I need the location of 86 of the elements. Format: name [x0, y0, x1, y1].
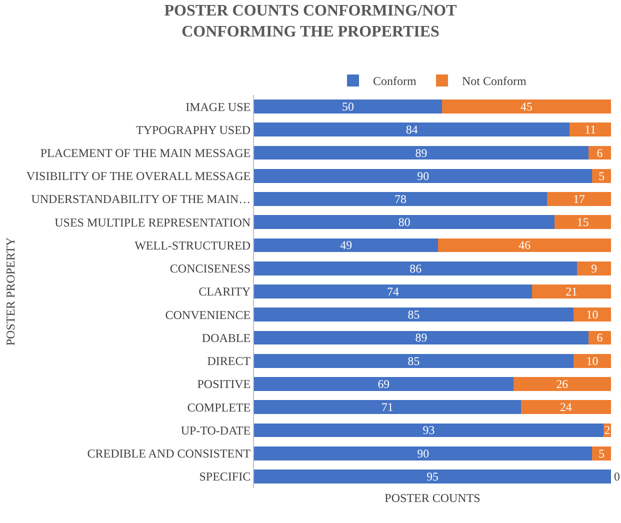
bar: [573, 308, 611, 322]
data-label: 71: [381, 400, 394, 414]
y-tick-label: TYPOGRAPHY USED: [136, 122, 251, 137]
bar: [254, 238, 438, 252]
bar: [254, 122, 570, 137]
bar: [254, 400, 521, 414]
data-label: 2: [604, 423, 610, 438]
y-tick-label: SPECIFIC: [199, 470, 251, 484]
chart-title: POSTER COUNTS CONFORMING/NOT CONFORMING THE PROPERTIES: [164, 2, 458, 40]
bar: [254, 100, 442, 114]
data-label: 85: [408, 308, 420, 322]
data-label: 6: [596, 146, 603, 160]
data-label: 21: [566, 284, 578, 298]
data-label: 69: [378, 376, 390, 391]
data-label: 86: [410, 261, 422, 276]
bar: [254, 192, 548, 206]
data-label: 93: [422, 423, 435, 438]
data-label: 46: [518, 238, 531, 252]
y-tick-label: USES MULTIPLE REPRESENTATION: [54, 215, 251, 230]
bar: [254, 377, 514, 391]
bar: [254, 423, 604, 438]
bar: [573, 354, 611, 368]
bar: [554, 215, 611, 230]
data-label: 10: [586, 354, 598, 368]
y-tick-label: CONCISENESS: [170, 262, 251, 276]
data-label: 74: [387, 284, 400, 298]
bar: [592, 446, 611, 460]
data-label: 17: [573, 192, 586, 206]
data-label: 9: [591, 261, 598, 276]
data-label: 90: [417, 446, 430, 460]
bar: [592, 168, 611, 183]
bar: [254, 146, 588, 160]
bar: [547, 192, 611, 206]
y-tick-label: IMAGE USE: [186, 100, 251, 114]
y-tick-label: WELL-STRUCTURED: [134, 238, 251, 252]
data-label: 90: [417, 168, 430, 183]
y-tick-label: PLACEMENT OF THE MAIN MESSAGE: [40, 146, 251, 160]
data-label: 15: [576, 215, 589, 230]
y-tick-label: DOABLE: [202, 330, 251, 345]
legend-label: Not Conform: [462, 74, 527, 88]
data-label: 5: [598, 446, 605, 460]
data-label: 85: [408, 354, 420, 368]
data-label: 84: [406, 122, 418, 137]
data-label: 26: [556, 376, 568, 391]
data-label: 89: [415, 146, 428, 160]
y-tick-label: UP-TO-DATE: [180, 423, 251, 438]
y-tick-label: CREDIBLE AND CONSISTENT: [87, 446, 252, 461]
bar: [254, 470, 611, 484]
y-tick-label: CONVENIENCE: [165, 308, 251, 322]
bar: [254, 446, 592, 460]
y-tick-label: POSITIVE: [197, 377, 251, 392]
bar: [254, 215, 555, 230]
data-label: 6: [596, 330, 603, 345]
bar: [577, 261, 611, 276]
data-label: 49: [340, 238, 352, 252]
bar: [532, 284, 611, 298]
y-axis-title: POSTER PROPERTY: [4, 237, 18, 346]
legend-label: Conform: [373, 74, 417, 88]
data-label: 0: [614, 469, 620, 484]
y-tick-label: COMPLETE: [187, 400, 251, 414]
data-label: 5: [598, 168, 605, 183]
x-axis-title: POSTER COUNTS: [384, 490, 480, 505]
y-tick-label: CLARITY: [198, 284, 251, 299]
data-label: 50: [342, 100, 354, 114]
data-label: 78: [394, 192, 407, 206]
data-label: 89: [415, 330, 428, 345]
data-label: 80: [398, 215, 410, 230]
bar: [513, 377, 611, 391]
bar: [254, 354, 574, 368]
bar: [254, 168, 592, 183]
bar: [570, 122, 611, 137]
bar: [442, 100, 611, 114]
bar: [438, 238, 611, 252]
data-label: 95: [426, 469, 438, 484]
y-tick-label: UNDERSTANDABILITY OF THE MAIN…: [31, 192, 251, 206]
bar: [254, 284, 532, 298]
y-tick-label: VISIBILITY OF THE OVERALL MESSAGE: [26, 169, 251, 184]
data-label: 24: [560, 400, 572, 414]
bar: [254, 261, 578, 276]
data-label: 11: [584, 122, 596, 137]
bar: [520, 400, 611, 414]
data-label: 10: [586, 308, 598, 322]
bar: [254, 330, 588, 345]
data-label: 45: [520, 100, 532, 114]
y-tick-label: DIRECT: [207, 354, 252, 368]
bar: [254, 308, 574, 322]
